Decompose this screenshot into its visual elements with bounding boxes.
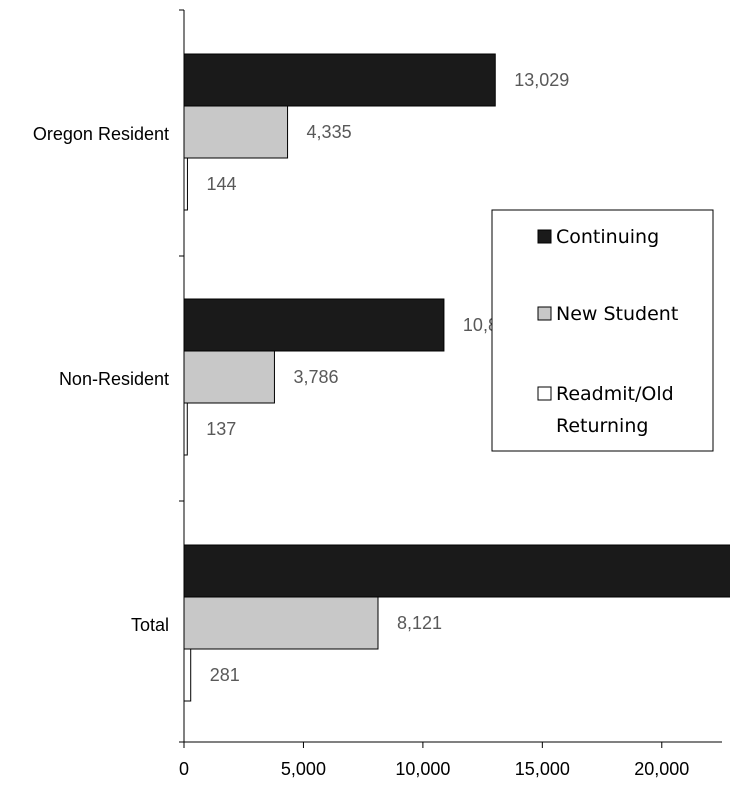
bars (183, 53, 730, 702)
legend: Continuing New Student Readmit/Old Retur… (491, 209, 714, 452)
legend-label-new-student: New Student (556, 303, 678, 325)
category-label-total: Total (131, 615, 169, 635)
bar-new-student-non-resident (183, 350, 275, 404)
legend-swatch-continuing (537, 229, 552, 244)
bar-new-student-total (183, 596, 379, 650)
x-tick-label: 15,000 (515, 759, 570, 779)
data-label-new-student-oregon-resident: 4,335 (307, 122, 352, 142)
bar-readmit-oregon-resident (183, 157, 188, 211)
data-label-new-student-total: 8,121 (397, 613, 442, 633)
x-tick-label: 0 (179, 759, 189, 779)
data-label-readmit-total: 281 (210, 665, 240, 685)
data-label-readmit-non-resident: 137 (206, 419, 236, 439)
x-tick-label: 10,000 (395, 759, 450, 779)
bar-continuing-oregon-resident (183, 53, 496, 107)
bar-continuing-total (183, 544, 730, 598)
legend-box (491, 209, 714, 452)
legend-swatch-readmit (537, 386, 552, 401)
legend-label-continuing: Continuing (556, 226, 659, 248)
bar-new-student-oregon-resident (183, 105, 289, 159)
data-label-readmit-oregon-resident: 144 (206, 174, 236, 194)
data-label-new-student-non-resident: 3,786 (293, 367, 338, 387)
data-label-continuing-oregon-resident: 13,029 (514, 70, 569, 90)
bar-continuing-non-resident (183, 298, 445, 352)
legend-swatch-new-student (537, 306, 552, 321)
bar-readmit-non-resident (183, 402, 188, 456)
legend-label-readmit-line1: Readmit/Old (556, 383, 674, 405)
x-tick-label: 20,000 (634, 759, 689, 779)
legend-label-readmit-line2: Returning (556, 415, 648, 437)
x-tick-label: 5,000 (281, 759, 326, 779)
category-label-non-resident: Non-Resident (59, 369, 169, 389)
category-label-oregon-resident: Oregon Resident (33, 124, 169, 144)
bar-readmit-total (183, 648, 192, 702)
